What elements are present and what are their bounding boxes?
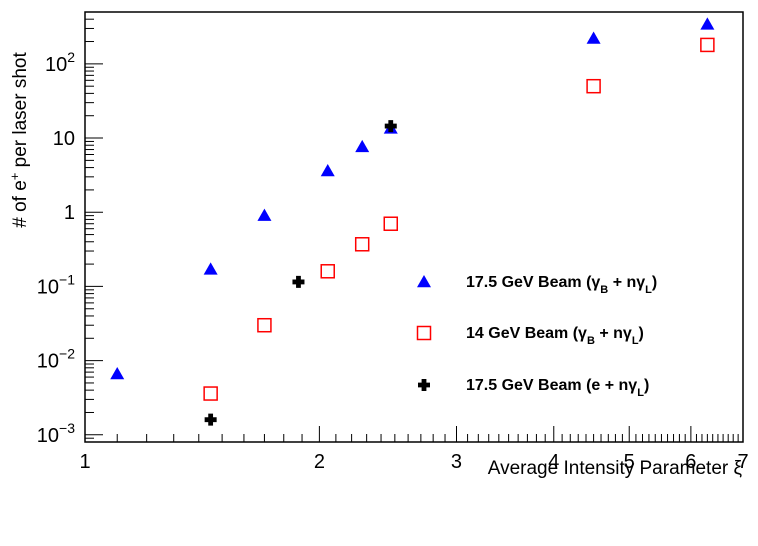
data-point <box>320 264 335 279</box>
x-tick-label: 6 <box>685 451 696 473</box>
legend-label: 17.5 GeV Beam (γB + nγL) <box>466 274 657 296</box>
y-axis-title-part1: # of e <box>10 180 31 228</box>
data-point <box>586 78 601 94</box>
y-tick-label: 10 <box>53 128 75 150</box>
plot-frame <box>84 11 744 443</box>
y-tick-exponent: −3 <box>59 420 75 436</box>
series-2 <box>203 37 715 401</box>
legend-label-subscript: L <box>645 284 652 296</box>
x-tick-label: 2 <box>314 451 325 473</box>
legend-label-subscript: L <box>632 335 639 347</box>
data-point <box>700 17 715 30</box>
y-axis-title-sup: + <box>7 173 22 181</box>
legend-label-text: + nγ <box>595 325 632 342</box>
legend-label-text: + nγ <box>608 274 645 291</box>
data-point <box>257 208 272 221</box>
y-tick-base: 10 <box>45 54 67 76</box>
legend-marker <box>416 325 432 341</box>
y-tick-base: 10 <box>37 276 59 298</box>
data-point <box>292 275 305 288</box>
y-tick-exponent: 2 <box>67 49 75 65</box>
data-markers <box>110 17 715 426</box>
y-tick-exponent: −1 <box>59 271 75 287</box>
x-axis-ticks: 1 2 3 4 5 6 7 <box>79 426 749 473</box>
x-tick-label: 3 <box>451 451 462 473</box>
series-3 <box>204 120 397 426</box>
data-point <box>203 262 218 275</box>
plot-area <box>84 11 744 443</box>
y-tick-base: 10 <box>37 351 59 373</box>
legend-marker <box>417 275 431 288</box>
legend-item-3: 17.5 GeV Beam (e + nγL) <box>418 377 649 399</box>
data-point <box>700 37 715 53</box>
y-axis-title: # of e+ per laser shot <box>7 52 32 228</box>
y-axis-title-part2: per laser shot <box>10 52 31 173</box>
y-tick-exponent: −2 <box>59 346 75 362</box>
data-point <box>110 367 125 380</box>
series-1 <box>110 17 715 380</box>
x-tick-label: 4 <box>548 451 559 473</box>
y-tick-label: 10−1 <box>37 271 75 298</box>
data-point <box>383 216 399 231</box>
legend-item-2: 14 GeV Beam (γB + nγL) <box>416 325 644 347</box>
x-tick-label: 7 <box>737 451 748 473</box>
legend: 17.5 GeV Beam (γB + nγL)14 GeV Beam (γB … <box>416 274 657 399</box>
y-tick-label: 10−3 <box>37 420 75 447</box>
data-point <box>257 317 272 333</box>
data-point <box>204 413 217 426</box>
legend-marker <box>418 379 430 391</box>
legend-label-subscript: B <box>587 335 595 347</box>
legend-label: 14 GeV Beam (γB + nγL) <box>466 325 644 347</box>
data-point <box>586 31 601 44</box>
legend-label-text: ) <box>639 325 644 342</box>
legend-label-subscript: L <box>637 387 644 399</box>
legend-label-subscript: B <box>600 284 608 296</box>
y-tick-label: 102 <box>45 49 75 76</box>
data-point <box>384 120 397 133</box>
data-point <box>354 237 370 252</box>
y-tick-label: 1 <box>64 202 75 224</box>
y-tick-base: 10 <box>37 425 59 447</box>
y-tick-base: 1 <box>64 202 75 224</box>
y-tick-label: 10−2 <box>37 346 75 373</box>
x-tick-label: 1 <box>79 451 90 473</box>
legend-label-text: 14 GeV Beam (γ <box>466 325 587 342</box>
data-point <box>320 163 335 177</box>
x-axis-title: Average Intensity Parameter ξ <box>488 458 743 479</box>
x-tick-label: 5 <box>624 451 635 473</box>
legend-label-text: 17.5 GeV Beam (e + nγ <box>466 377 637 394</box>
legend-label-text: 17.5 GeV Beam (γ <box>466 274 600 291</box>
data-point <box>203 386 218 401</box>
legend-label: 17.5 GeV Beam (e + nγL) <box>466 377 649 399</box>
data-point <box>355 139 370 153</box>
legend-label-text: ) <box>652 274 657 291</box>
legend-item-1: 17.5 GeV Beam (γB + nγL) <box>417 274 657 296</box>
y-tick-base: 10 <box>53 128 75 150</box>
legend-label-text: ) <box>644 377 649 394</box>
